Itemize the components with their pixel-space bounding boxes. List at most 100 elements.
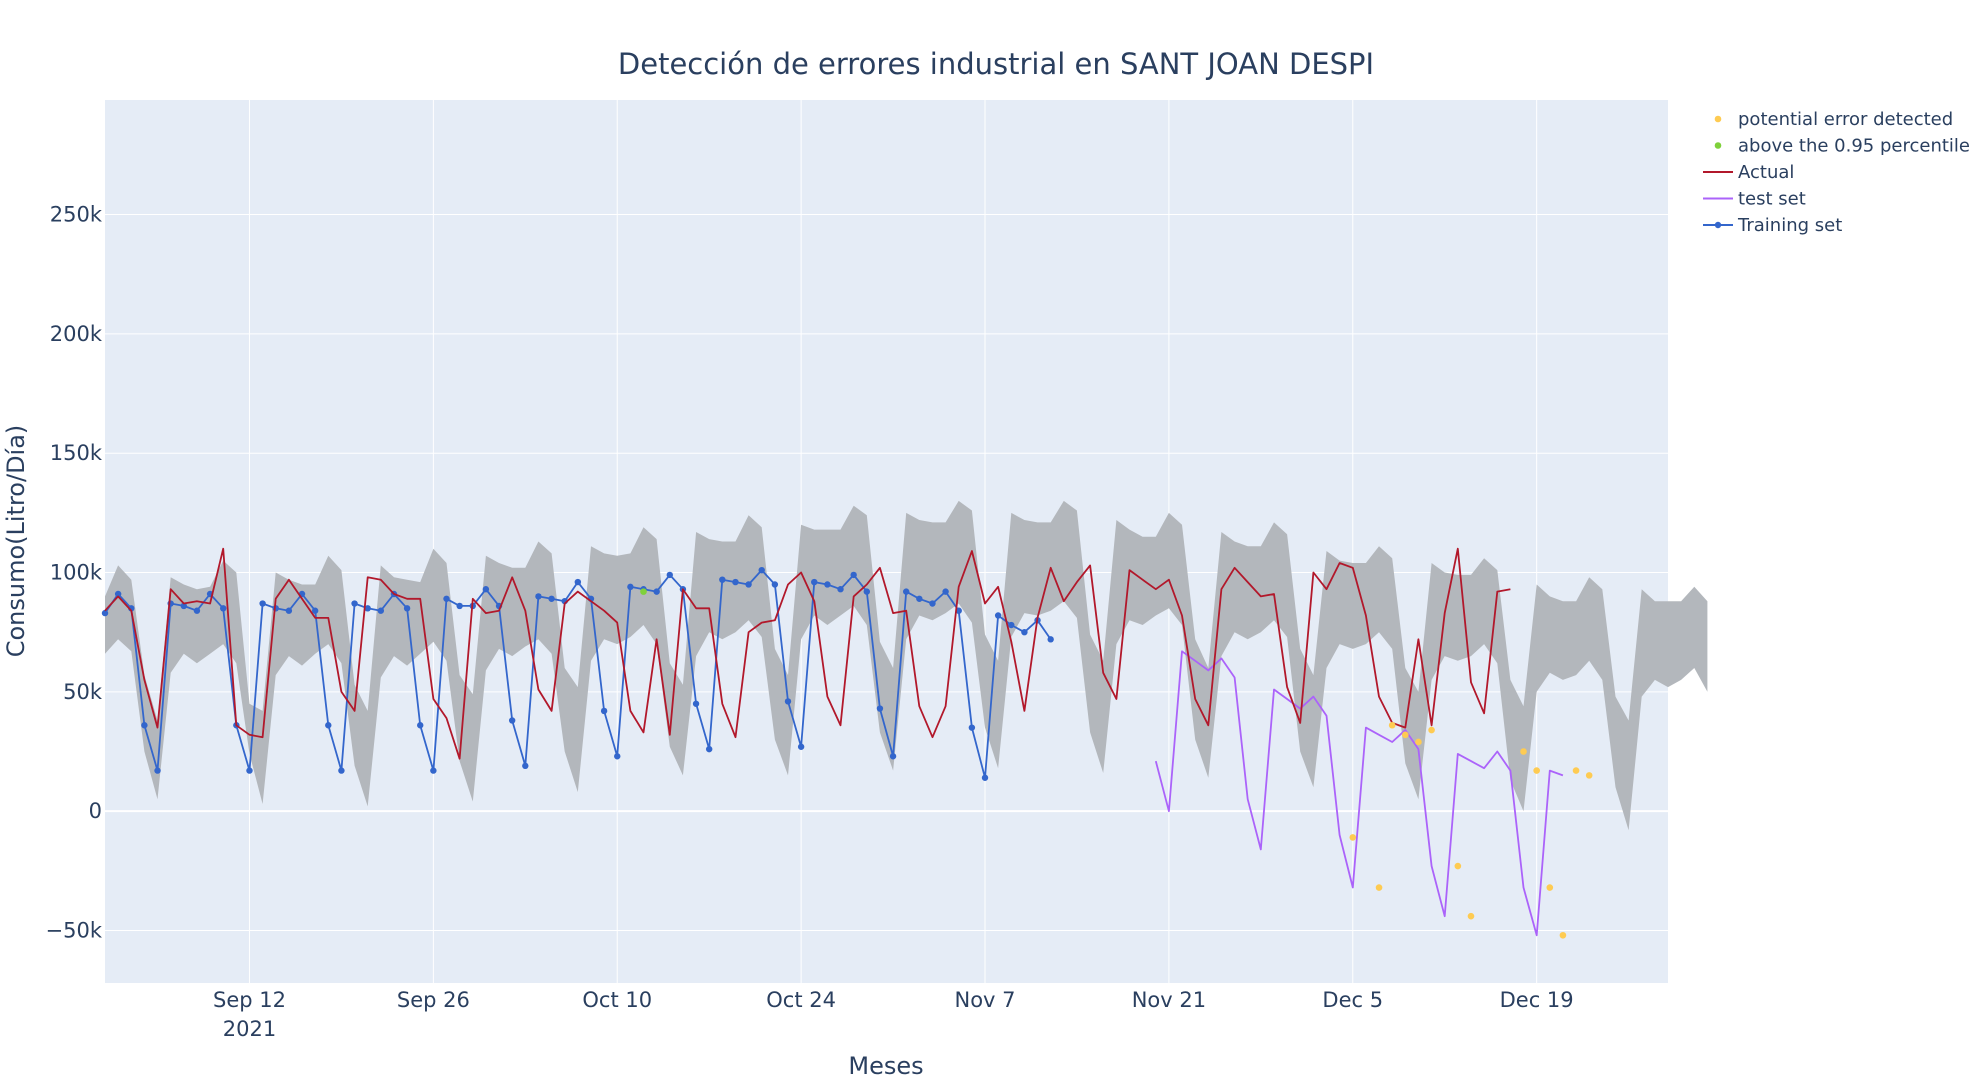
error-marker [1533, 767, 1540, 774]
training-point [916, 595, 923, 602]
legend-item[interactable]: potential error detected [1714, 109, 1953, 130]
series-line-test-set [1154, 650, 1564, 937]
error-marker [1585, 772, 1593, 779]
training-point [259, 600, 266, 607]
legend-label: Training set [1737, 215, 1842, 236]
error-marker [1415, 738, 1422, 746]
plot-background [105, 100, 1668, 983]
training-point [193, 607, 201, 614]
x-tick-label: Oct 10 [582, 988, 652, 1012]
training-point [876, 705, 884, 712]
training-point [732, 578, 739, 586]
legend-item[interactable]: Actual [1703, 162, 1794, 183]
y-tick-label: 250k [50, 203, 103, 227]
training-point [535, 593, 542, 600]
legend[interactable]: potential error detected above the 0.95 p… [1703, 109, 1970, 236]
training-point [548, 595, 555, 602]
legend-item[interactable]: above the 0.95 percentile [1714, 136, 1970, 157]
training-point [1021, 628, 1028, 636]
training-point [311, 607, 319, 614]
training-point [627, 583, 634, 591]
x-tick-label: Dec 5 [1322, 988, 1383, 1012]
x-tick-label: Nov 21 [1132, 988, 1206, 1012]
training-point [325, 722, 332, 729]
training-point [705, 745, 713, 753]
training-point [600, 707, 608, 715]
training-point [824, 581, 831, 588]
y-tick-label: −50k [46, 918, 103, 942]
legend-label: test set [1738, 189, 1806, 210]
legend-label: above the 0.95 percentile [1738, 136, 1970, 157]
y-tick-label: 200k [50, 322, 103, 346]
legend-label: potential error detected [1738, 109, 1953, 130]
legend-item[interactable]: test set [1703, 189, 1806, 210]
training-point [364, 605, 371, 612]
y-tick-label: 100k [50, 561, 103, 585]
error-marker [1388, 721, 1396, 729]
training-point [508, 717, 516, 724]
training-point [837, 586, 844, 593]
training-point [758, 566, 765, 574]
training-point [666, 571, 673, 579]
error-marker [1546, 884, 1554, 891]
error-marker [1559, 931, 1567, 939]
training-point [220, 605, 227, 612]
training-point [574, 578, 582, 586]
legend-label: Actual [1738, 162, 1794, 183]
series-line-actual [104, 547, 1511, 760]
training-point [403, 605, 411, 612]
training-point [351, 600, 358, 607]
training-point [285, 607, 293, 614]
x-tick-year-label: 2021 [223, 1017, 276, 1041]
training-point [246, 767, 253, 774]
error-marker [1428, 726, 1435, 734]
marker-group [640, 588, 1593, 939]
error-marker [1467, 912, 1475, 920]
training-point [377, 607, 385, 614]
x-tick-label: Sep 12 [213, 988, 286, 1012]
y-tick-labels: −50k 0 50k 100k 150k 200k 250k [46, 203, 103, 943]
training-point [771, 581, 779, 588]
confidence-band [105, 500, 1708, 831]
x-tick-label: Oct 24 [766, 988, 836, 1012]
y-tick-label: 0 [89, 799, 102, 823]
legend-marker-icon [1714, 115, 1722, 123]
x-tick-label: Dec 19 [1500, 988, 1574, 1012]
legend-marker-icon [1714, 142, 1722, 149]
legend-item[interactable]: Training set [1703, 215, 1842, 236]
training-point [614, 753, 621, 760]
training-point [994, 612, 1002, 619]
x-tick-labels: Sep 12 2021 Sep 26 Oct 10 Oct 24 Nov 7 Nov 21 D… [213, 988, 1574, 1041]
training-point [417, 722, 424, 729]
training-point [482, 586, 490, 593]
training-point [850, 571, 857, 579]
training-point [430, 767, 437, 774]
error-marker [1454, 862, 1462, 870]
x-axis-title: Meses [848, 1052, 923, 1080]
error-marker [1402, 731, 1409, 739]
training-point [653, 588, 660, 595]
training-point [942, 588, 949, 595]
training-point [981, 774, 989, 781]
training-point [745, 581, 752, 588]
training-point [522, 762, 529, 770]
training-point [719, 576, 726, 583]
training-point [797, 743, 805, 750]
training-point [141, 722, 148, 729]
error-marker [1349, 834, 1357, 841]
training-point [863, 588, 870, 595]
training-point [154, 767, 161, 774]
training-point [929, 600, 936, 607]
y-axis-title: Consumo(Litro/Día) [2, 425, 30, 658]
training-point [889, 753, 897, 760]
training-point [1047, 636, 1054, 643]
chart-title: Detección de errores industrial en SANT … [618, 47, 1374, 81]
training-point [968, 724, 976, 731]
training-point [338, 767, 345, 774]
training-point [114, 590, 122, 598]
training-point [903, 588, 910, 595]
error-marker [1520, 748, 1527, 755]
y-tick-label: 50k [63, 680, 103, 704]
training-point [456, 602, 463, 610]
